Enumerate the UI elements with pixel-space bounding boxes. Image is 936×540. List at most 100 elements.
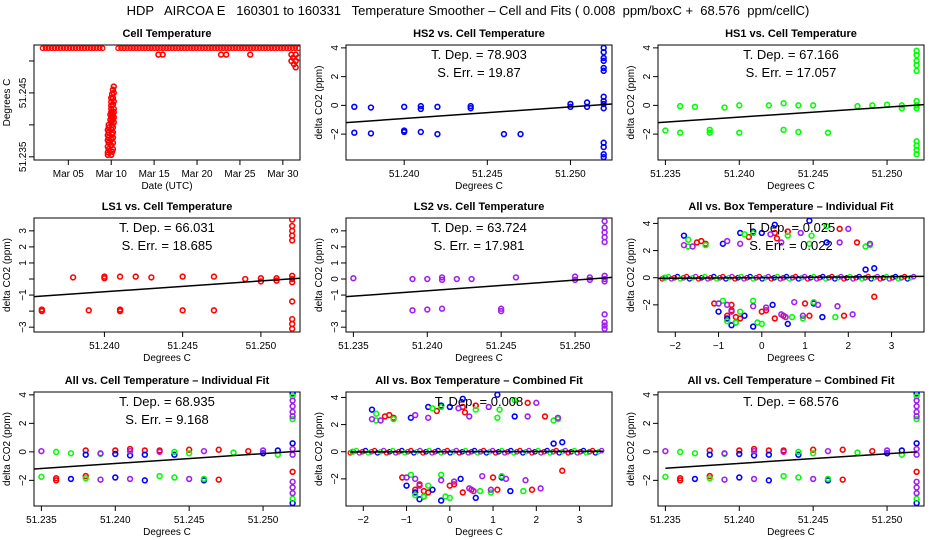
x-tick-label: Mar 15 [139,169,171,180]
fit-line [658,103,924,124]
plot-frame [345,217,613,333]
data-point [409,275,416,283]
data-point [424,275,431,283]
data-point [211,45,218,52]
data-point [784,232,791,239]
data-point [498,472,505,480]
plot-area [658,47,924,158]
data-point [193,45,200,52]
data-point [778,311,785,318]
data-point [185,475,193,483]
data-point [67,475,75,483]
data-point [250,45,257,52]
data-point [429,449,435,456]
temperature-dependence-annotation: T. Dep. = 67.166 [743,47,839,62]
data-point [736,308,744,315]
y-tick-label: 0 [330,448,341,454]
data-point [883,447,891,454]
data-point [777,275,784,282]
y-tick-label: −1 [18,289,29,301]
data-point [223,51,230,58]
data-point [849,311,856,318]
data-point [571,273,579,280]
data-point [81,45,88,52]
data-point [48,45,55,52]
x-tick-label: 2 [846,341,852,352]
x-tick-label: Mar 20 [181,169,213,180]
data-point [42,45,49,52]
x-tick-label: −2 [670,341,682,352]
data-point [116,307,124,315]
data-point [409,307,416,314]
data-point [288,237,296,244]
x-tick-label: 51.235 [650,515,681,526]
data-point [680,232,688,239]
standard-error-annotation: S. Err. = 9.168 [125,412,208,427]
data-point [600,153,607,160]
data-point [913,484,920,491]
x-tick-label: 51.235 [650,169,681,180]
data-point [459,395,466,402]
data-point [52,475,60,482]
data-point [533,399,540,407]
panel-title: HS1 vs. Cell Temperature [725,28,857,40]
data-point [210,307,218,314]
y-tick-label: 0 [18,449,29,455]
data-point [289,489,296,497]
data-point [93,45,100,52]
x-tick-label: 51.235 [26,515,57,526]
data-point [412,491,419,499]
x-tick-label: 51.235 [338,341,369,352]
data-point [38,307,46,315]
data-point [680,241,688,249]
data-point [524,399,531,407]
data-point [832,313,839,321]
data-point [487,489,495,496]
data-point [507,487,514,495]
data-point [780,126,787,134]
data-point [765,477,773,484]
x-tick-label: 51.250 [248,515,279,526]
y-tick-label: 2 [642,420,653,426]
x-tick-label: 51.250 [560,341,591,352]
data-point [691,103,699,111]
data-point [913,415,920,423]
x-tick-label: 51.245 [798,169,829,180]
data-point [795,474,802,481]
data-point [438,449,445,456]
panel-cell-temp: Cell Temperature Mar 05 Mar 10 Mar 15 Mar 20… [2,28,301,192]
data-point [476,487,484,495]
y-tick-label: 0 [642,102,653,108]
data-point [210,273,218,280]
data-point [723,275,729,282]
data-point [762,304,770,311]
data-point [786,275,793,282]
y-tick-label: 4 [642,45,653,51]
data-point [719,240,727,247]
y-tick-label: 2 [18,244,29,250]
data-point [109,86,117,93]
data-point [97,476,104,483]
data-point [466,485,473,492]
y-tick-label: −1 [330,289,341,301]
data-point [529,449,535,456]
data-point [494,392,501,398]
data-point [466,413,473,420]
data-point [913,451,920,458]
data-point [242,275,249,283]
data-point [749,297,757,304]
data-point [78,45,85,52]
data-point [159,51,166,58]
data-point [809,450,817,457]
data-point [356,449,363,456]
y-tick-label: −2 [330,473,341,485]
data-point [489,474,497,481]
data-point [510,449,517,456]
data-point [175,45,182,52]
data-point [368,415,376,423]
data-point [685,236,692,243]
panel-hs2: HS2 vs. Cell Temperature 51.240 51.245 51.2… [314,28,613,192]
data-point [288,325,296,332]
x-tick-label: Mar 25 [224,169,256,180]
data-point [795,128,802,136]
